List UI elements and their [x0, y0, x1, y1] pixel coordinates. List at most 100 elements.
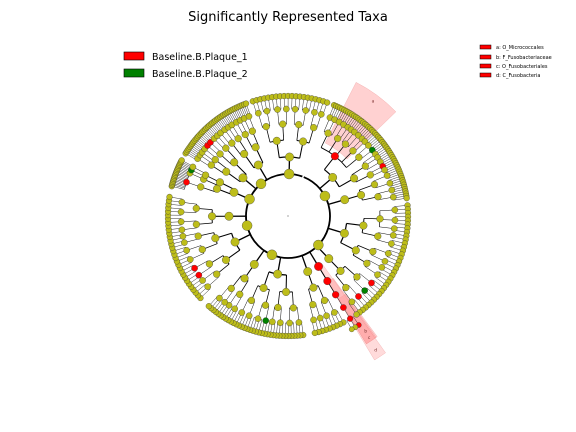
taxon-node [391, 206, 399, 214]
taxon-node [323, 277, 332, 286]
taxon-node [309, 301, 317, 309]
taxon-node [197, 183, 205, 191]
clade-highlight-b [338, 293, 378, 345]
taxon-node [311, 329, 318, 337]
taxon-node [177, 208, 185, 216]
taxon-node [289, 304, 297, 312]
taxon-node [199, 277, 206, 284]
taxon-node [355, 293, 362, 300]
legend: Baseline.B.Plaque_1 Baseline.B.Plaque_2 [123, 51, 248, 80]
taxon-node [183, 178, 190, 186]
taxon-node [178, 198, 186, 206]
taxon-node [238, 173, 248, 183]
taxon-node [368, 279, 375, 287]
taxon-node [229, 187, 239, 197]
taxon-node [310, 316, 317, 324]
taxon-node [302, 107, 310, 114]
taxon-node [390, 225, 398, 232]
taxon-node [262, 317, 270, 324]
taxon-node [216, 150, 224, 158]
taxon-node [179, 232, 187, 240]
taxon-node [282, 288, 291, 296]
taxon-node [274, 303, 282, 312]
taxon-node [247, 296, 255, 304]
taxon-node [283, 105, 290, 113]
taxon-node [359, 221, 368, 230]
taxon-node [205, 303, 212, 310]
taxon-node [166, 193, 173, 201]
clade-highlight-c [327, 277, 377, 345]
taxon-node [286, 319, 293, 327]
taxon-node [253, 160, 263, 170]
tree-root-node [287, 215, 289, 217]
taxon-node [370, 180, 379, 189]
taxon-node [390, 193, 397, 201]
taxon-node [283, 168, 295, 180]
clade-highlight-labels: a bc d [364, 100, 377, 354]
taxon-node [221, 255, 230, 264]
taxon-node [331, 309, 338, 316]
taxon-node [391, 216, 399, 224]
taxon-node [353, 273, 361, 281]
taxon-node [251, 143, 260, 152]
legend-swatch-plaque-1 [123, 51, 145, 61]
taxon-node [191, 264, 198, 272]
taxon-node [178, 157, 185, 164]
taxon-node [374, 193, 382, 201]
taxon-node [361, 162, 369, 170]
taxon-node [366, 171, 374, 179]
taxon-node [295, 319, 303, 326]
taxon-node [216, 294, 223, 302]
taxon-node [355, 153, 363, 161]
chart-title: Significantly Represented Taxa [188, 10, 388, 25]
taxon-node [374, 232, 382, 240]
taxon-node [376, 215, 384, 223]
taxon-node [189, 163, 197, 171]
clade-legend-swatch-c [479, 63, 492, 69]
taxon-node [183, 247, 190, 254]
taxon-node [221, 298, 228, 306]
taxon-node [227, 284, 235, 293]
taxon-node [320, 296, 329, 305]
clade-highlight-c-label: c [368, 336, 371, 341]
taxon-node [240, 274, 249, 283]
clade-legend-swatch-a [479, 44, 492, 50]
taxon-node [186, 256, 194, 263]
taxon-node [389, 232, 397, 239]
taxon-node [224, 211, 234, 221]
taxon-node [295, 121, 303, 129]
taxon-node [254, 315, 262, 322]
taxon-node [361, 287, 368, 294]
taxon-node [365, 142, 372, 149]
taxon-node [386, 179, 394, 187]
taxon-node [204, 283, 211, 291]
taxon-node [213, 270, 221, 278]
taxon-node [249, 260, 259, 269]
taxon-node [231, 305, 239, 313]
taxon-node [348, 298, 356, 306]
taxon-node [299, 137, 308, 146]
legend-label-plaque-1: Baseline.B.Plaque_1 [152, 52, 248, 63]
taxon-node [317, 111, 325, 118]
taxon-node [340, 195, 350, 205]
taxon-node [334, 134, 342, 143]
taxon-node [241, 220, 253, 231]
clade-legend: a: O_Micrococcales b: F_Fusobacteriaceae… [479, 44, 552, 79]
taxon-node [342, 283, 350, 292]
taxon-node [383, 172, 391, 179]
clade-legend-label-c: c: O_Fusobacteriales [496, 64, 548, 70]
taxon-node [316, 314, 324, 322]
taxon-node [238, 309, 246, 316]
taxon-node [324, 254, 334, 264]
taxon-node [274, 106, 281, 113]
taxon-node [192, 220, 200, 228]
taxon-node [348, 326, 355, 333]
taxon-node [279, 120, 287, 128]
taxon-node [261, 301, 270, 309]
taxon-node [255, 109, 262, 117]
taxon-node [349, 147, 357, 155]
taxon-node [245, 312, 253, 319]
taxon-node [192, 204, 200, 212]
taxon-node [314, 262, 323, 271]
taxon-node [374, 271, 381, 278]
